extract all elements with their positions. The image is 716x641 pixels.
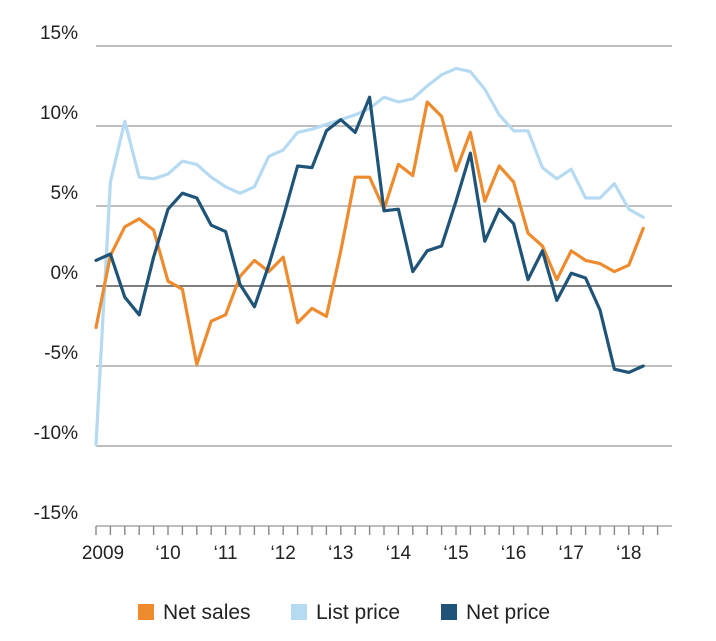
legend-item-net-sales[interactable]: Net sales (138, 601, 251, 624)
x-tick-label: ‘17 (559, 543, 584, 564)
legend-item-list-price[interactable]: List price (291, 601, 400, 624)
x-tick-label: ‘14 (386, 543, 412, 564)
legend-label-net-price: Net price (466, 601, 550, 624)
x-tick-label: 2009 (82, 543, 124, 564)
series-lines (94, 66, 645, 446)
y-tick-label: 15% (40, 23, 78, 44)
x-tick-label: ‘10 (155, 543, 180, 564)
series-line-list-price (94, 66, 645, 446)
legend-item-net-price[interactable]: Net price (441, 601, 550, 624)
y-tick-label: 0% (51, 263, 79, 284)
legend-swatch-list-price (291, 604, 307, 620)
y-tick-label: -5% (44, 343, 78, 364)
y-tick-label: 10% (40, 103, 78, 124)
gridlines (96, 45, 672, 447)
series-line-net-price (94, 95, 645, 374)
y-tick-label: -10% (34, 423, 78, 444)
legend-swatch-net-price (441, 604, 457, 620)
y-tick-label: -15% (34, 503, 78, 524)
legend[interactable]: Net sales List price Net price (138, 601, 550, 624)
x-tick-label: ‘18 (616, 543, 641, 564)
x-tick-label: ‘15 (443, 543, 468, 564)
x-tick-label: ‘12 (271, 543, 296, 564)
x-tick-label: ‘16 (501, 543, 526, 564)
series-line-net-sales (94, 100, 645, 366)
y-tick-label: 5% (51, 183, 79, 204)
legend-swatch-net-sales (138, 604, 154, 620)
x-tick-label: ‘13 (328, 543, 353, 564)
x-axis: 2009 ‘10 ‘11 ‘12 ‘13 ‘14 ‘15 ‘16 ‘17 ‘18 (82, 525, 672, 564)
legend-label-net-sales: Net sales (163, 601, 251, 624)
x-tick-label: ‘11 (214, 543, 238, 564)
legend-label-list-price: List price (316, 601, 400, 624)
y-axis-tick-labels: 15% 10% 5% 0% -5% -10% -15% (34, 23, 78, 524)
